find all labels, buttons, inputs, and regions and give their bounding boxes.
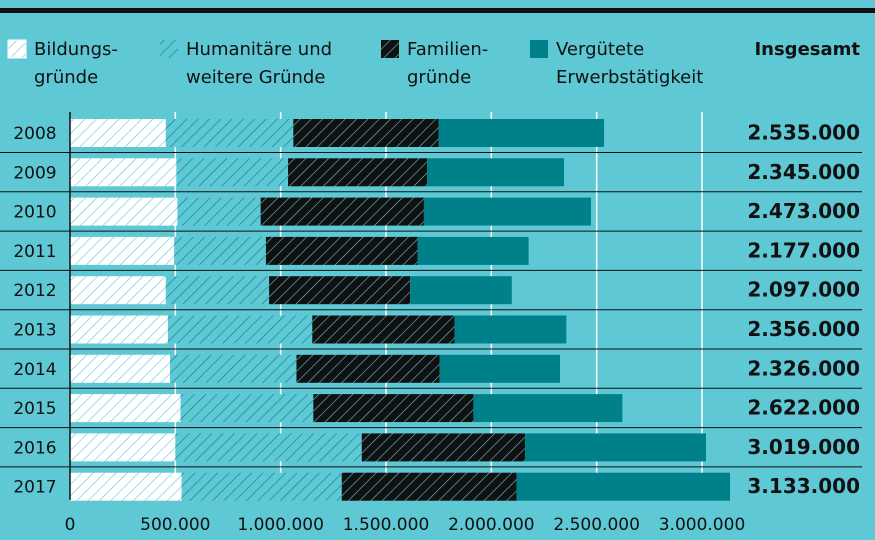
bar-segment (296, 354, 440, 383)
bar-segment (177, 197, 261, 226)
bar-segment (70, 236, 175, 265)
legend-swatch (381, 40, 399, 58)
bar-segment (260, 197, 424, 226)
top-rule (0, 8, 875, 13)
y-tick-label: 2014 (13, 360, 56, 380)
x-tick-label: 1.000.000 (237, 515, 324, 535)
bar-segment (70, 354, 171, 383)
total-label: 3.133.000 (747, 474, 860, 498)
bar-segment (525, 433, 707, 462)
bar-segment (439, 354, 561, 383)
total-label: 2.535.000 (747, 121, 860, 145)
y-tick-label: 2016 (13, 438, 56, 458)
bar-segment (361, 433, 526, 462)
y-tick-label: 2015 (13, 399, 56, 419)
y-tick-label: 2013 (13, 321, 56, 341)
y-tick-label: 2011 (13, 242, 56, 262)
total-label: 2.356.000 (747, 317, 860, 341)
totals-title: Insgesamt (754, 39, 860, 60)
legend-label: Familien- gründe (407, 39, 489, 88)
x-tick-label: 1.500.000 (343, 515, 430, 535)
bar-segment (423, 197, 591, 226)
bar-segment (265, 236, 418, 265)
bar-segment (341, 472, 517, 501)
y-tick-label: 2010 (13, 203, 56, 223)
total-label: 2.097.000 (747, 278, 860, 302)
bar-segment (170, 354, 297, 383)
bar-segment (180, 394, 314, 423)
bar-segment (70, 315, 168, 344)
legend-label: Bildungs- gründe (34, 39, 118, 88)
bar-segment (175, 433, 362, 462)
legend-swatch (160, 40, 178, 58)
bar-segment (269, 276, 411, 305)
bar-segment (167, 315, 313, 344)
total-label: 2.326.000 (747, 356, 860, 380)
legend-swatch (7, 39, 27, 59)
bar-segment (181, 472, 342, 501)
bar-segment (174, 236, 266, 265)
legend-label: Vergütete Erwerbstätigkeit (556, 39, 704, 88)
bar-segment (473, 394, 623, 423)
bar-segment (70, 119, 166, 147)
bar-segment (454, 315, 567, 344)
total-label: 2.345.000 (747, 160, 860, 184)
x-tick-label: 500.000 (140, 515, 210, 535)
y-tick-label: 2017 (13, 478, 56, 498)
bar-segment (165, 276, 270, 305)
bar-segment (516, 472, 731, 501)
y-tick-label: 2009 (13, 163, 56, 183)
bar-segment (70, 158, 177, 187)
total-label: 2.473.000 (747, 199, 860, 223)
total-label: 3.019.000 (747, 435, 860, 459)
y-tick-label: 2008 (13, 124, 56, 144)
x-tick-label: 2.500.000 (553, 515, 640, 535)
y-tick-label: 2012 (13, 281, 56, 301)
bar-segment (312, 315, 455, 344)
bar-segment (70, 472, 182, 501)
x-tick-label: 2.000.000 (448, 515, 535, 535)
bar-segment (70, 433, 176, 462)
bar-segment (70, 394, 181, 423)
bar-segment (438, 119, 605, 147)
x-tick-label: 0 (65, 515, 76, 535)
bar-segment (293, 119, 439, 147)
total-label: 2.177.000 (747, 238, 860, 262)
bar-segment (165, 119, 294, 147)
legend-swatch (530, 40, 548, 58)
bar-segment (313, 394, 474, 423)
bar-segment (427, 158, 565, 187)
x-tick-label: 3.000.000 (659, 515, 746, 535)
bar-segment (176, 158, 289, 187)
bar-segment (70, 276, 166, 305)
bar-segment (70, 197, 178, 226)
bar-segment (410, 276, 512, 305)
legend-label: Humanitäre und weitere Gründe (186, 39, 333, 88)
bar-segment (417, 236, 529, 265)
total-label: 2.622.000 (747, 396, 860, 420)
bar-segment (288, 158, 428, 187)
